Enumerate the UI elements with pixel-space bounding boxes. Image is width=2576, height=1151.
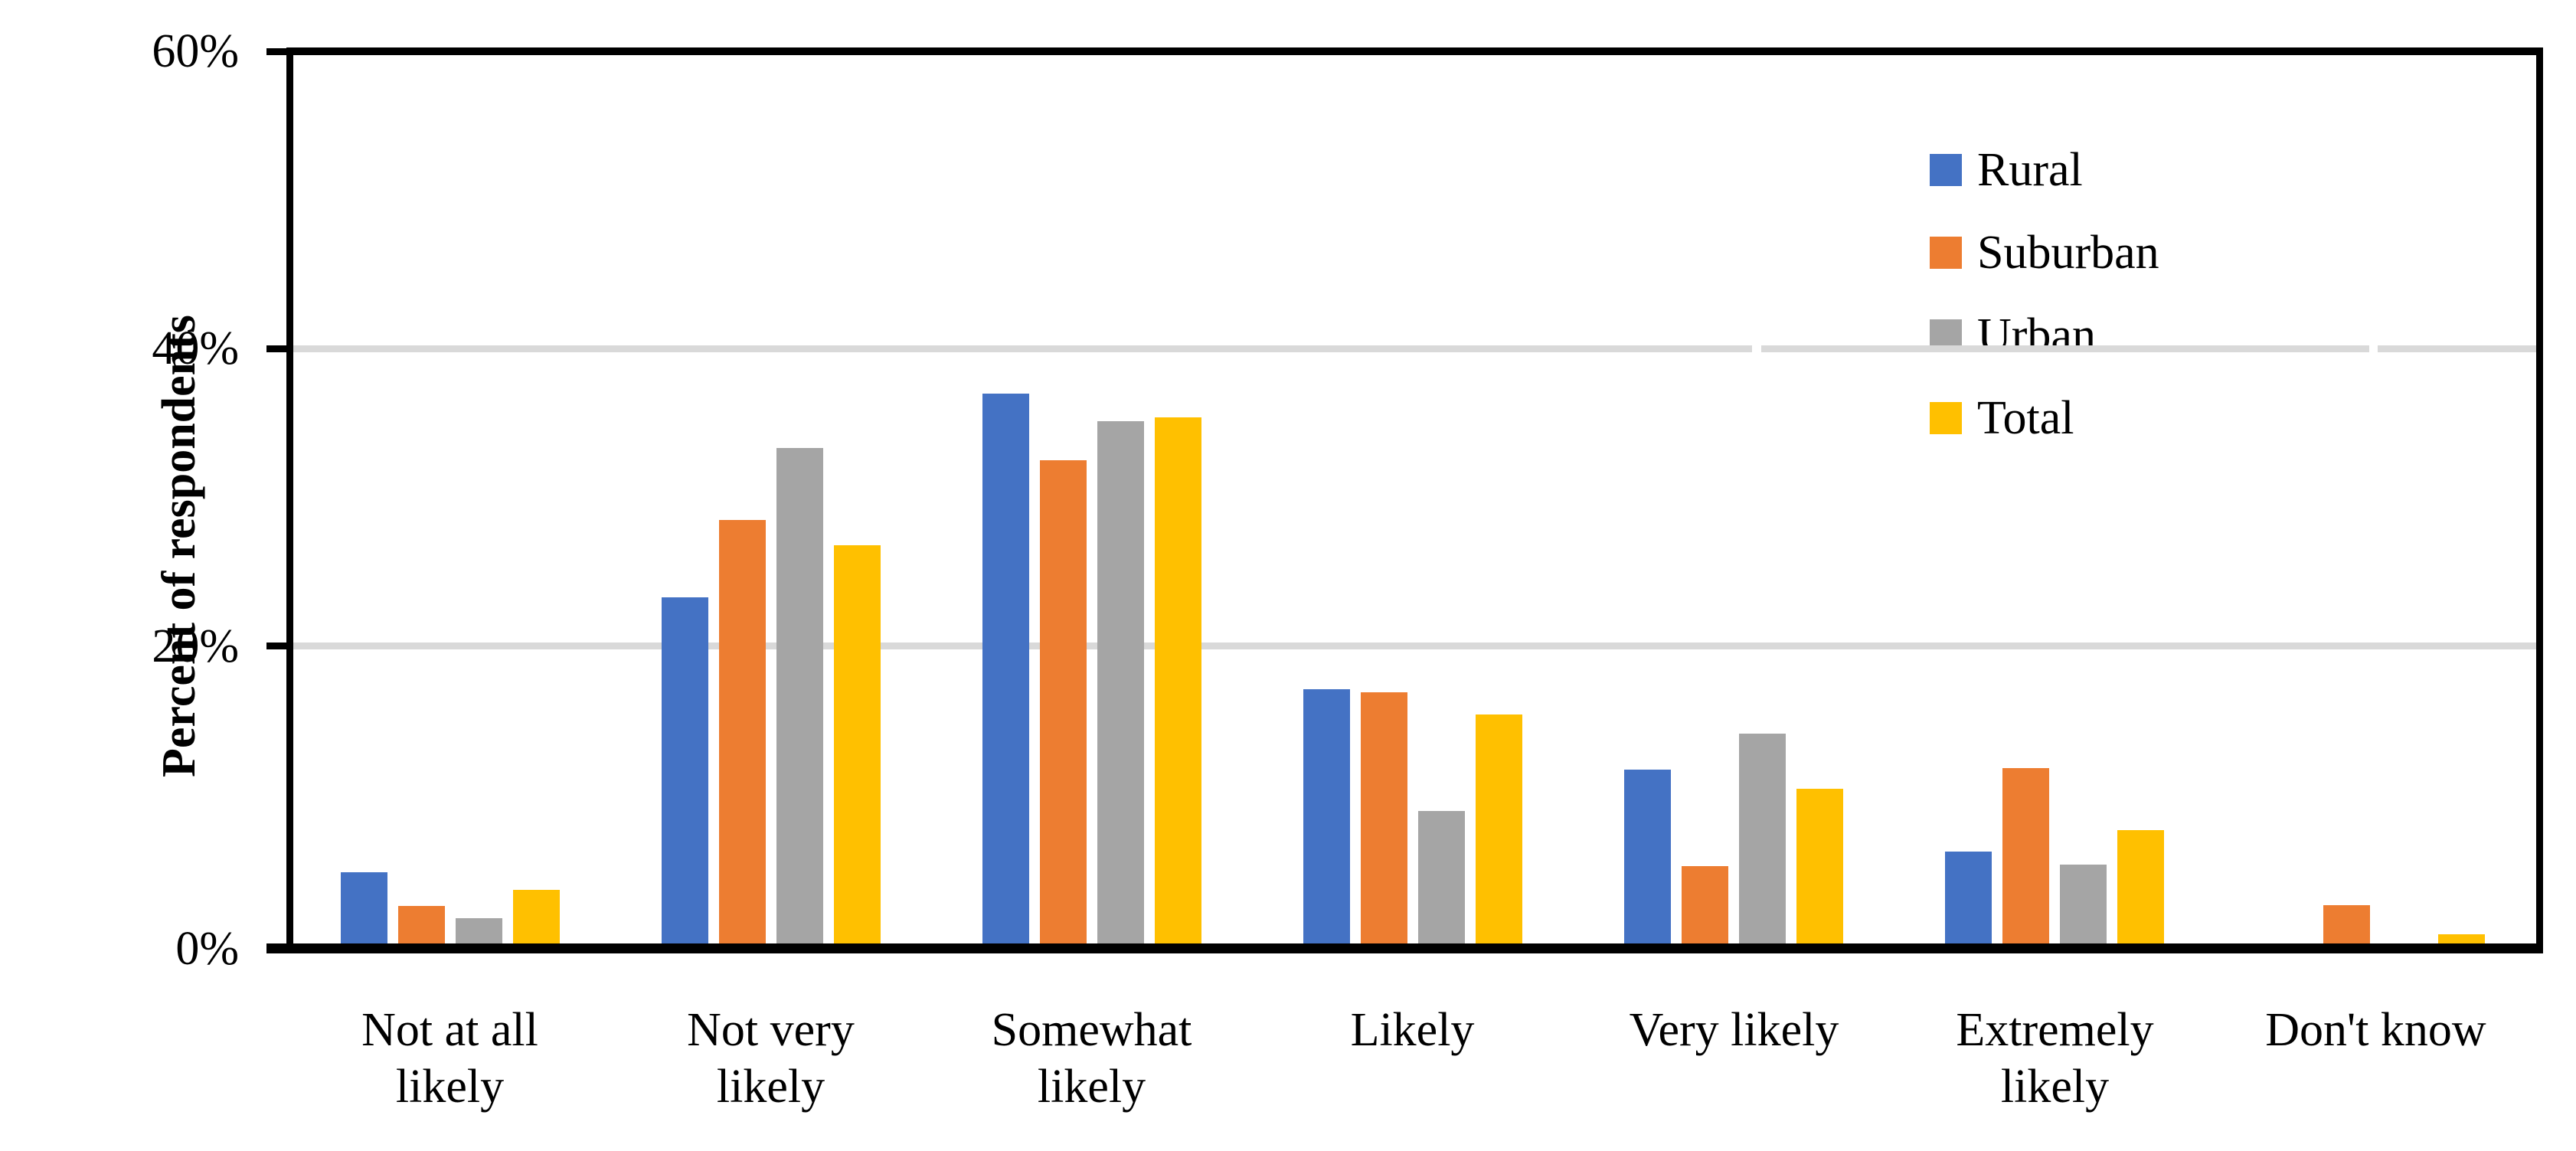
bar-suburban-likely — [1361, 692, 1407, 943]
x-category-label-very-likely: Very likely — [1574, 1002, 1894, 1058]
y-tick-0pct — [266, 945, 286, 952]
legend-swatch-suburban — [1930, 237, 1962, 269]
x-category-label-line: Not very — [687, 1004, 855, 1056]
bar-rural-extremely-likely — [1945, 852, 1992, 943]
x-category-label-line: Somewhat — [991, 1004, 1192, 1056]
bar-suburban-extremely-likely — [2002, 768, 2049, 943]
x-category-label-line: Very likely — [1629, 1004, 1839, 1056]
legend-swatch-rural — [1930, 154, 1962, 186]
x-category-label-not-very-likely: Not very likely — [610, 1002, 931, 1115]
bar-rural-very-likely — [1624, 770, 1671, 943]
y-tick-60pct — [266, 48, 286, 55]
y-axis-line — [286, 47, 293, 953]
bar-total-not-very-likely — [834, 545, 881, 943]
x-category-label-extremely-likely: Extremely likely — [1894, 1002, 2215, 1115]
x-category-label-line: likely — [395, 1061, 505, 1113]
gridline-40pct-gap-0 — [1752, 345, 1761, 353]
x-category-label-line: Likely — [1350, 1004, 1475, 1056]
bar-suburban-somewhat-likely — [1040, 460, 1087, 943]
bar-urban-not-very-likely — [776, 448, 823, 943]
bar-total-likely — [1476, 714, 1522, 943]
legend-label-total: Total — [1977, 392, 2074, 444]
x-category-label-line: Not at all — [361, 1004, 538, 1056]
x-category-label-line: likely — [1037, 1061, 1146, 1113]
legend-label-suburban: Suburban — [1977, 227, 2159, 279]
bar-total-extremely-likely — [2117, 830, 2164, 943]
bar-total-not-at-all-likely — [513, 890, 560, 943]
x-axis-line — [266, 943, 2543, 953]
y-tick-label-60pct: 60% — [152, 25, 239, 77]
y-tick-20pct — [266, 643, 286, 649]
bar-suburban-not-at-all-likely — [398, 906, 445, 943]
bar-urban-very-likely — [1739, 734, 1786, 943]
gridline-20pct — [289, 643, 2536, 649]
x-category-label-line: Don't know — [2265, 1004, 2486, 1056]
y-tick-label-40pct: 40% — [152, 322, 239, 374]
plot-right-border — [2536, 47, 2543, 953]
bar-urban-somewhat-likely — [1097, 421, 1144, 943]
legend-label-urban: Urban — [1977, 309, 2096, 361]
gridline-40pct — [289, 345, 2536, 352]
bar-suburban-very-likely — [1682, 866, 1728, 943]
bar-rural-not-at-all-likely — [341, 872, 387, 943]
gridline-40pct-gap-1 — [2369, 345, 2378, 353]
legend-swatch-total — [1930, 402, 1962, 434]
bar-total-somewhat-likely — [1155, 417, 1201, 943]
bar-rural-somewhat-likely — [982, 394, 1029, 943]
x-category-label-line: likely — [716, 1061, 825, 1113]
x-category-label-dont-know: Don't know — [2215, 1002, 2536, 1058]
x-category-label-line: Extremely — [1956, 1004, 2154, 1056]
bar-rural-not-very-likely — [662, 597, 708, 943]
x-category-label-line: likely — [2000, 1061, 2110, 1113]
x-category-label-not-at-all-likely: Not at all likely — [289, 1002, 610, 1115]
y-tick-label-0pct: 0% — [175, 923, 239, 975]
bar-rural-likely — [1303, 689, 1350, 943]
bar-total-dont-know — [2438, 934, 2485, 943]
bar-urban-extremely-likely — [2060, 865, 2107, 943]
x-category-label-somewhat-likely: Somewhat likely — [931, 1002, 1252, 1115]
y-tick-label-20pct: 20% — [152, 620, 239, 672]
x-category-label-likely: Likely — [1252, 1002, 1573, 1058]
legend-label-rural: Rural — [1977, 144, 2083, 196]
plot-top-border — [286, 47, 2543, 55]
bar-urban-not-at-all-likely — [456, 918, 502, 943]
bar-suburban-not-very-likely — [719, 520, 766, 943]
bar-suburban-dont-know — [2323, 905, 2370, 943]
y-tick-40pct — [266, 345, 286, 352]
bar-total-very-likely — [1796, 789, 1843, 943]
bar-urban-likely — [1418, 811, 1465, 943]
y-axis-title: Percent of respondents — [153, 315, 205, 777]
